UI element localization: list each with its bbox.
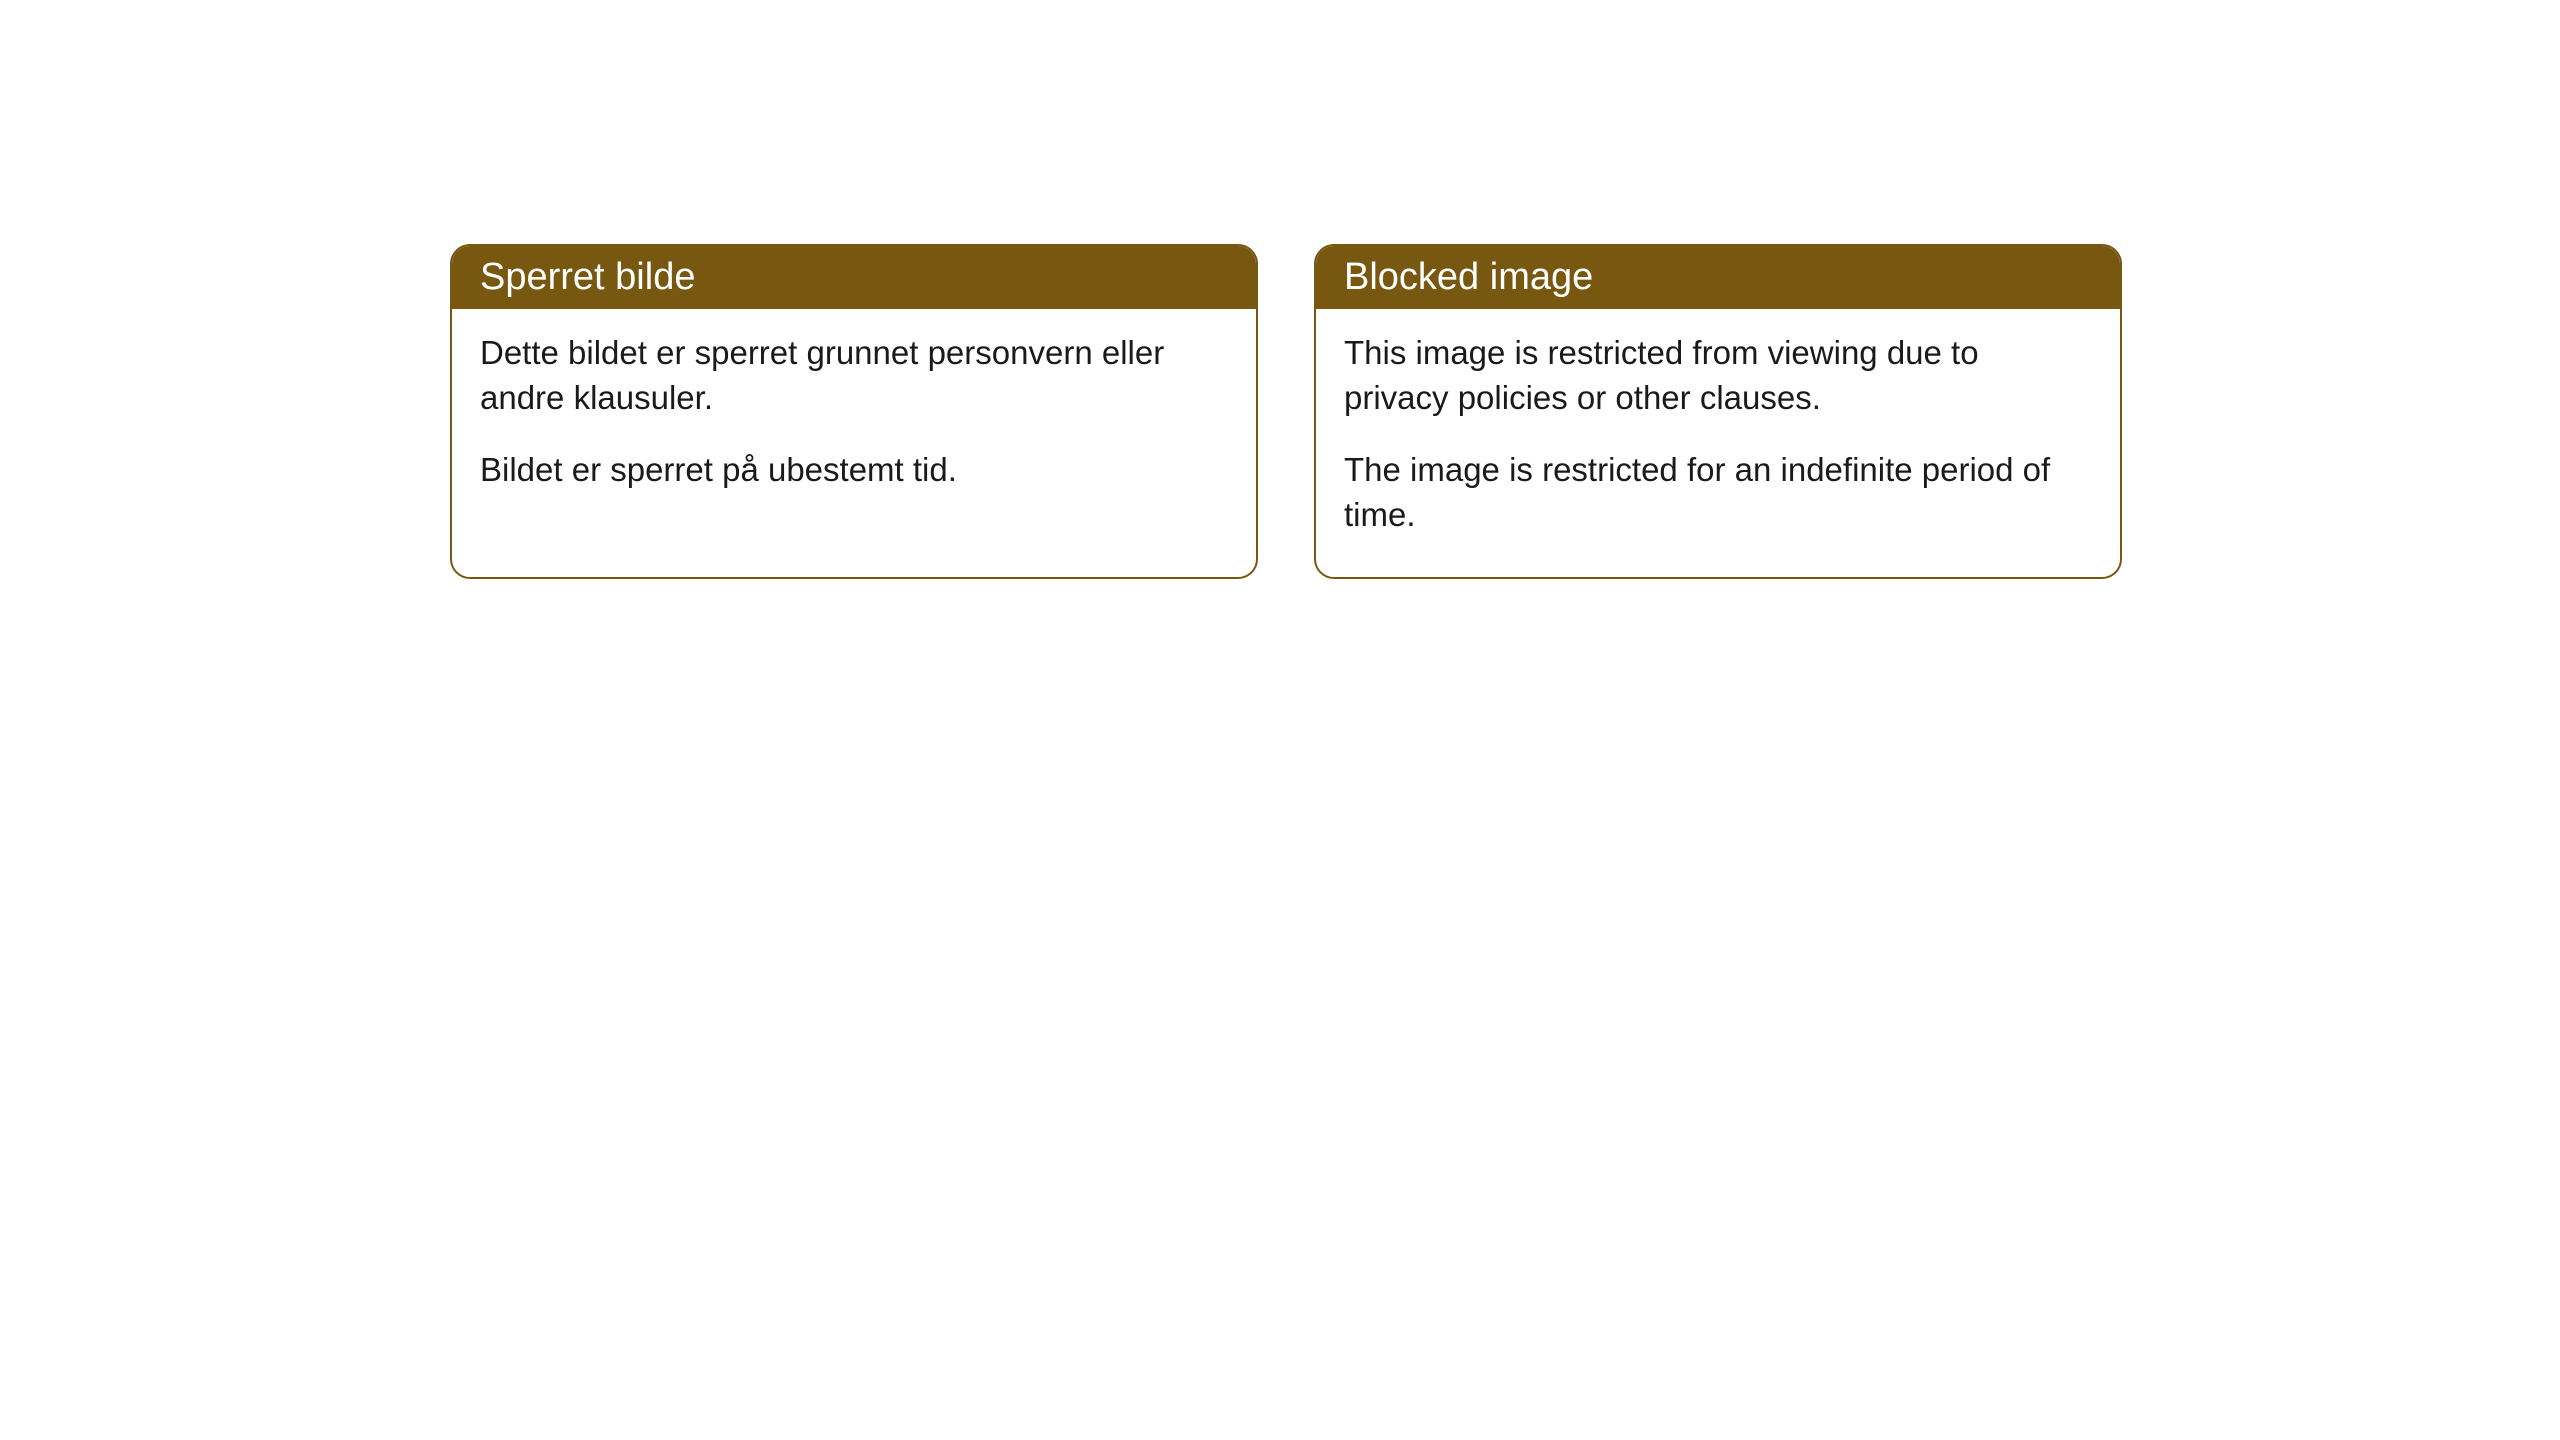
notice-cards-container: Sperret bilde Dette bildet er sperret gr… — [450, 244, 2122, 579]
card-paragraph-2-norwegian: Bildet er sperret på ubestemt tid. — [480, 448, 1228, 493]
card-paragraph-1-norwegian: Dette bildet er sperret grunnet personve… — [480, 331, 1228, 420]
card-paragraph-1-english: This image is restricted from viewing du… — [1344, 331, 2092, 420]
card-header-norwegian: Sperret bilde — [452, 246, 1256, 309]
card-body-english: This image is restricted from viewing du… — [1316, 309, 2120, 577]
blocked-image-card-norwegian: Sperret bilde Dette bildet er sperret gr… — [450, 244, 1258, 579]
card-paragraph-2-english: The image is restricted for an indefinit… — [1344, 448, 2092, 537]
card-title-norwegian: Sperret bilde — [480, 256, 695, 298]
card-title-english: Blocked image — [1344, 256, 1593, 298]
card-header-english: Blocked image — [1316, 246, 2120, 309]
card-body-norwegian: Dette bildet er sperret grunnet personve… — [452, 309, 1256, 533]
blocked-image-card-english: Blocked image This image is restricted f… — [1314, 244, 2122, 579]
